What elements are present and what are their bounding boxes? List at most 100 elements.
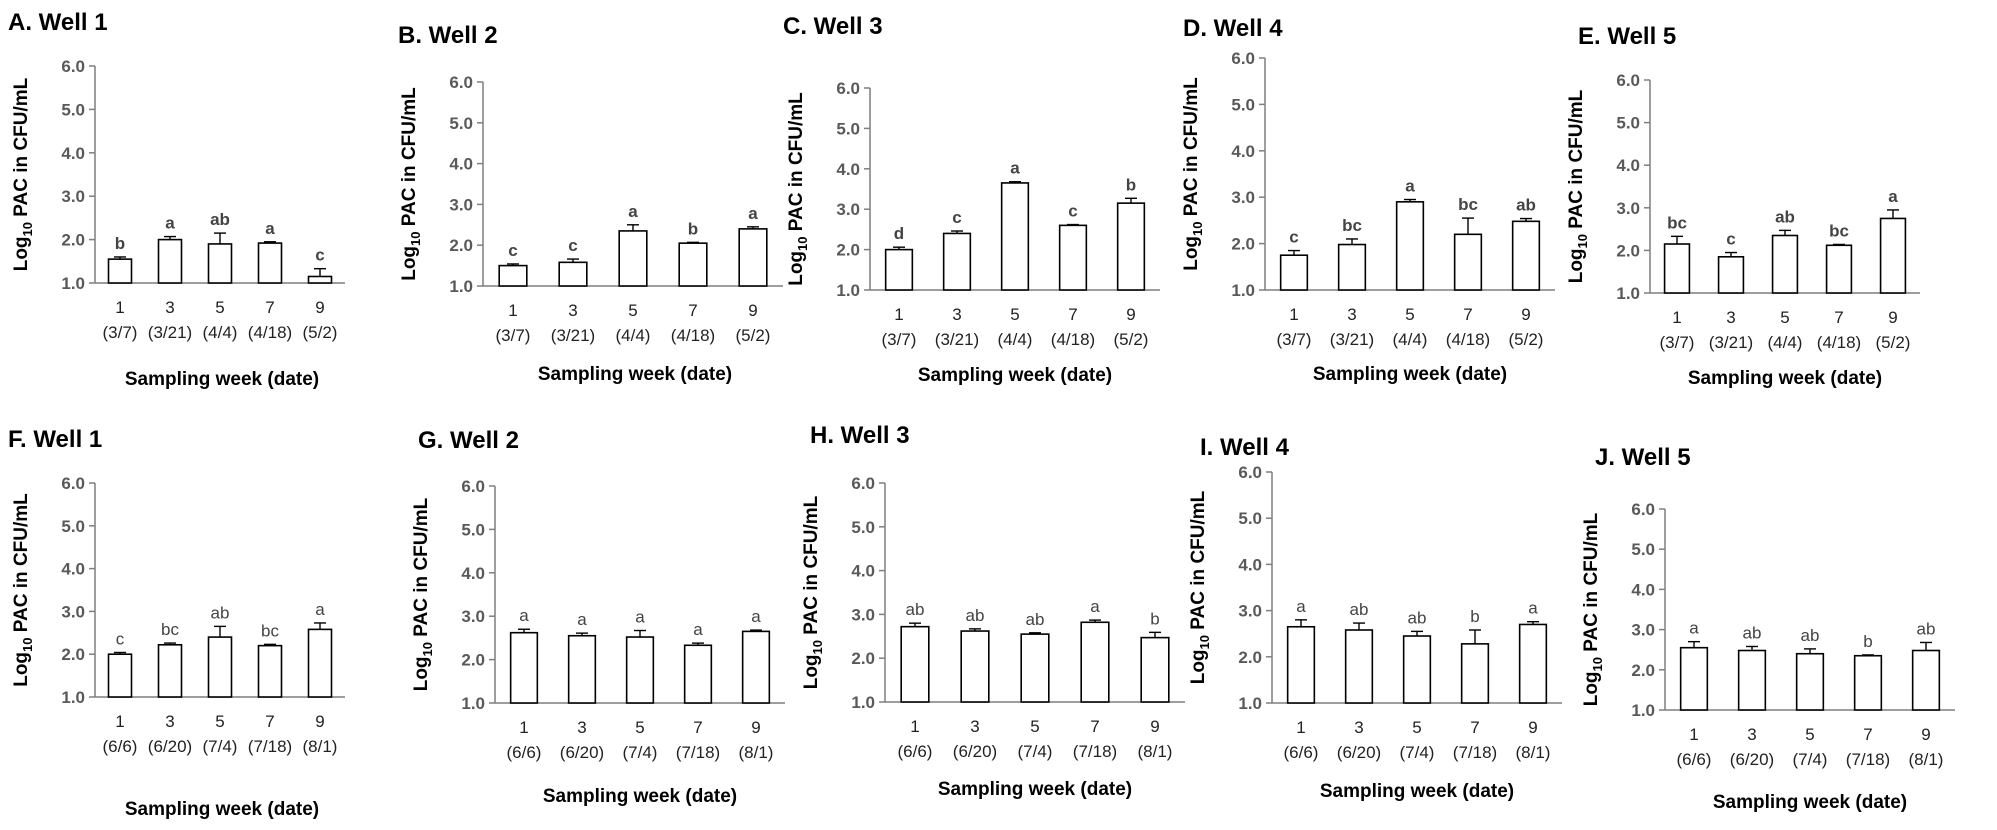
chart-panel-a: A. Well 1 1.0 2.0 3.0 4.0 5.0 6.0 Log10 PAC in … (8, 9, 345, 390)
y-axis-label: Log10 PAC in CFU/mL (1566, 89, 1590, 283)
bar (1853, 654, 1883, 711)
chart-panel-f: F. Well 1 1.0 2.0 3.0 4.0 5.0 6.0 Log10 PAC in … (8, 426, 345, 820)
significance-letter: a (1689, 619, 1699, 638)
significance-letter: bc (1829, 221, 1849, 240)
bar (625, 636, 655, 704)
y-tick-label: 3.0 (1238, 602, 1262, 621)
panel-title: C. Well 3 (783, 13, 883, 40)
bar (558, 261, 588, 287)
x-tick-date: (3/21) (935, 330, 979, 349)
y-tick-label: 4.0 (61, 560, 85, 579)
chart-panel-j: J. Well 5 1.0 2.0 3.0 4.0 5.0 6.0 Log10 PAC in … (1581, 444, 1955, 813)
y-tick-label: 1.0 (1231, 281, 1255, 300)
bar (1679, 646, 1709, 711)
x-tick-date: (3/21) (1330, 330, 1374, 349)
y-axis-label: Log10 PAC in CFU/mL (411, 497, 435, 691)
x-tick-date: (7/18) (1453, 743, 1497, 762)
y-tick-label: 1.0 (461, 694, 485, 713)
x-tick-label: 1 (508, 301, 517, 320)
significance-letter: ab (1917, 619, 1936, 638)
x-tick-label: 1 (115, 298, 124, 317)
bar (884, 248, 914, 291)
y-tick-label: 4.0 (851, 562, 875, 581)
y-tick-label: 4.0 (61, 144, 85, 163)
significance-letter: a (315, 600, 325, 619)
x-tick-date: (4/4) (203, 323, 238, 342)
x-tick-label: 1 (115, 712, 124, 731)
panel-title: J. Well 5 (1595, 444, 1691, 471)
significance-letter: ab (906, 600, 925, 619)
y-tick-label: 6.0 (449, 73, 473, 92)
significance-letter: a (1090, 597, 1100, 616)
x-tick-date: (3/21) (1709, 333, 1753, 352)
x-tick-date: (6/20) (1337, 743, 1381, 762)
y-tick-label: 6.0 (836, 79, 860, 98)
y-tick-label: 2.0 (1631, 661, 1655, 680)
significance-letter: a (1405, 177, 1415, 196)
bar (107, 653, 133, 698)
x-tick-label: 7 (1463, 305, 1472, 324)
y-tick-label: 2.0 (449, 236, 473, 255)
y-tick-label: 5.0 (461, 520, 485, 539)
x-tick-date: (4/18) (1051, 330, 1095, 349)
y-tick-label: 3.0 (61, 187, 85, 206)
significance-letter: a (693, 620, 703, 639)
x-tick-date: (5/2) (736, 326, 771, 345)
bar (1771, 234, 1799, 294)
significance-letter: a (628, 202, 638, 221)
bar (207, 636, 233, 698)
y-tick-label: 1.0 (61, 688, 85, 707)
x-tick-date: (3/21) (148, 323, 192, 342)
x-tick-label: 7 (265, 298, 274, 317)
bar (1337, 243, 1367, 291)
x-tick-label: 3 (1726, 308, 1735, 327)
bar (942, 232, 972, 291)
bar (307, 628, 333, 698)
bar (1286, 625, 1316, 704)
x-tick-date: (7/18) (1846, 750, 1890, 769)
x-tick-label: 1 (894, 305, 903, 324)
significance-letter: bc (1667, 213, 1687, 232)
y-tick-label: 5.0 (449, 114, 473, 133)
x-tick-date: (4/18) (671, 326, 715, 345)
y-tick-label: 2.0 (851, 649, 875, 668)
bar (1460, 643, 1490, 704)
x-tick-label: 7 (1068, 305, 1077, 324)
y-tick-label: 1.0 (836, 281, 860, 300)
panel-title: A. Well 1 (8, 9, 108, 36)
significance-letter: bc (261, 621, 279, 640)
bar (1080, 621, 1110, 703)
y-tick-label: 3.0 (61, 602, 85, 621)
bar (498, 264, 528, 287)
x-tick-label: 3 (165, 298, 174, 317)
significance-letter: a (1010, 159, 1020, 178)
bar (1879, 217, 1907, 294)
x-tick-label: 3 (165, 712, 174, 731)
significance-letter: a (265, 219, 275, 238)
x-tick-date: (4/18) (1817, 333, 1861, 352)
significance-letter: a (635, 608, 645, 627)
x-tick-label: 7 (265, 712, 274, 731)
bar (157, 643, 183, 698)
significance-letter: d (894, 224, 904, 243)
x-tick-date: (6/6) (103, 737, 138, 756)
x-tick-date: (4/4) (1768, 333, 1803, 352)
significance-letter: ab (966, 606, 985, 625)
x-tick-label: 9 (748, 301, 757, 320)
x-axis-label: Sampling week (date) (1713, 792, 1907, 813)
y-axis-label: Log10 PAC in CFU/mL (1581, 512, 1605, 706)
x-tick-label: 5 (1412, 718, 1421, 737)
y-axis-label: Log10 PAC in CFU/mL (801, 495, 825, 689)
x-tick-date: (3/7) (1660, 333, 1695, 352)
x-tick-label: 7 (693, 718, 702, 737)
bar (1140, 636, 1170, 703)
bar (1402, 635, 1432, 704)
chart-panel-d: D. Well 4 1.0 2.0 3.0 4.0 5.0 6.0 Log10 PAC in … (1181, 15, 1555, 385)
x-tick-label: 9 (315, 298, 324, 317)
significance-letter: ab (1516, 196, 1536, 215)
x-tick-label: 3 (1347, 305, 1356, 324)
significance-letter: ab (210, 210, 230, 229)
y-tick-label: 3.0 (851, 605, 875, 624)
significance-letter: a (1528, 599, 1538, 618)
x-tick-date: (6/6) (1677, 750, 1712, 769)
